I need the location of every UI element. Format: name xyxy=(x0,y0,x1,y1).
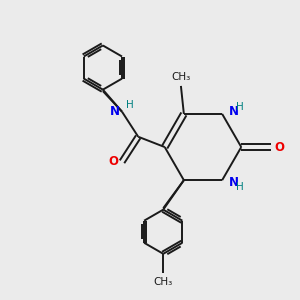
Text: N: N xyxy=(229,105,238,118)
Text: O: O xyxy=(274,141,284,154)
Text: N: N xyxy=(229,176,238,189)
Text: O: O xyxy=(109,155,119,168)
Text: N: N xyxy=(110,105,120,118)
Text: H: H xyxy=(236,102,244,112)
Text: CH₃: CH₃ xyxy=(171,72,190,82)
Text: H: H xyxy=(236,182,244,192)
Text: CH₃: CH₃ xyxy=(154,277,173,287)
Text: H: H xyxy=(125,100,133,110)
